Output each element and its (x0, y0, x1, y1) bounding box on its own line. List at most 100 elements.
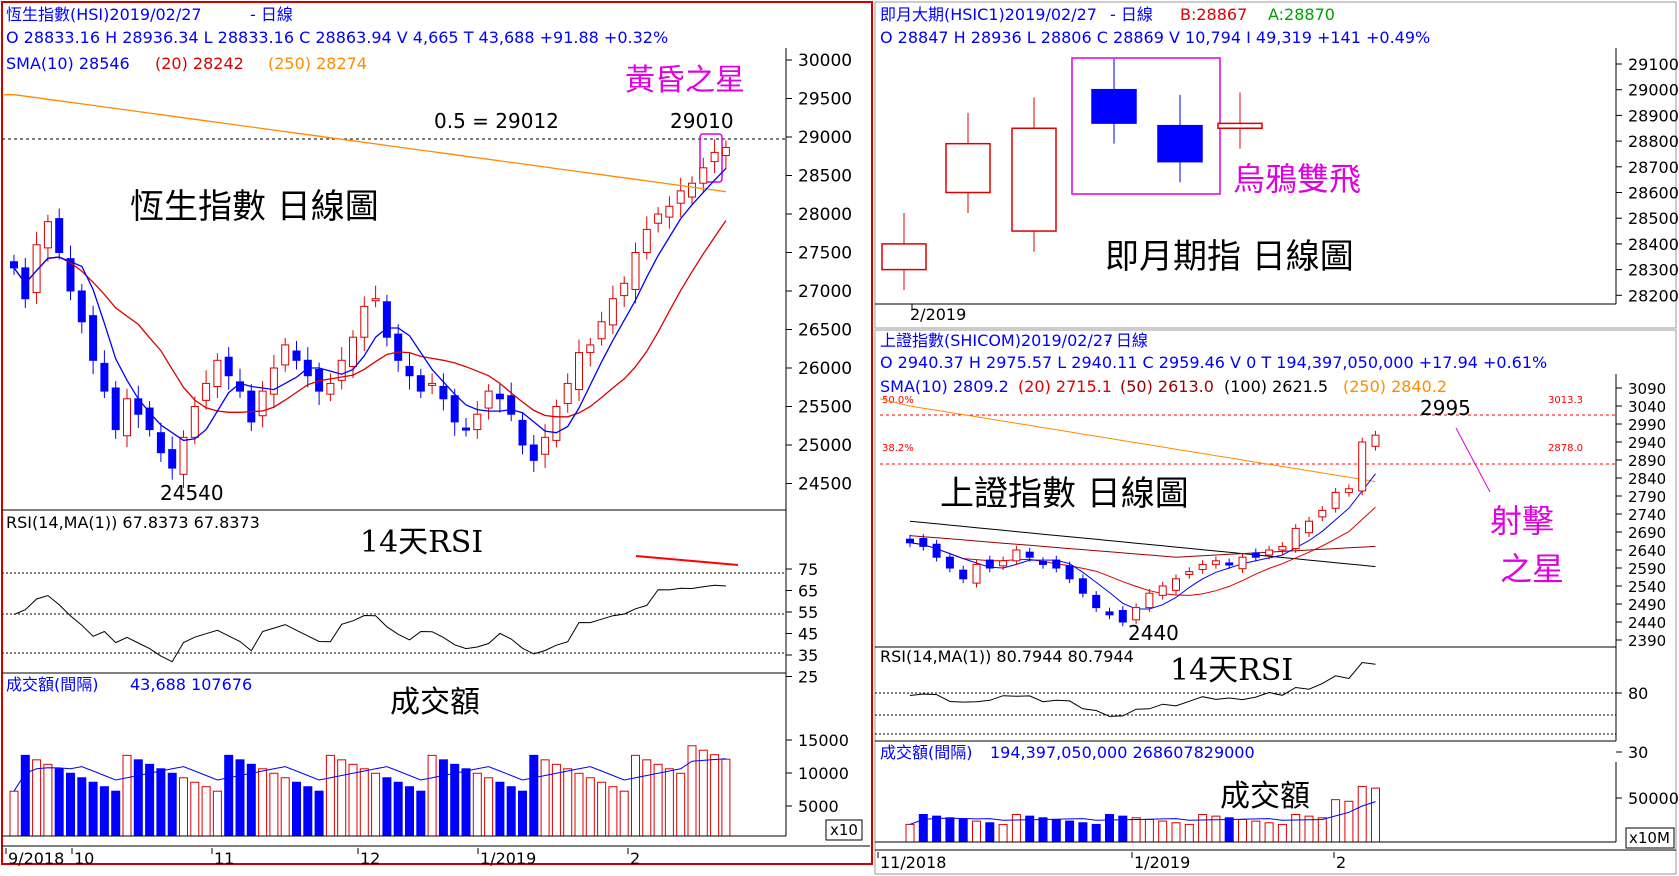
hsi-volume-bar (20, 754, 30, 837)
shcomp-candle-body (1225, 562, 1234, 566)
hsi-date-label: 2 (630, 849, 640, 868)
shcomp-volume-bar (1317, 817, 1327, 843)
hsi-candle-body (179, 436, 188, 475)
hsi-vol-tick-label: 5000 (798, 797, 839, 816)
futures-bid: B:28867 (1180, 5, 1247, 24)
hsi-volume-bar (676, 772, 686, 837)
shcomp-tick-label: 2690 (1628, 524, 1666, 542)
shcomp-rsi-tick-label: 30 (1628, 743, 1648, 762)
shcomp-candle-body (1251, 552, 1260, 558)
shcomp-header-freq: - 日線 (1105, 331, 1148, 350)
hsi-date-label: 9/2018 (8, 849, 64, 868)
shcomp-candle-body (985, 559, 994, 569)
hsi-header-title: 恆生指數(HSI)2019/02/27 (6, 5, 202, 24)
hsi-candle-body (55, 218, 64, 253)
hsi-rsi-title: 14天RSI (360, 525, 483, 560)
futures-price-ticks: 29100 29000 28900 28800 28700 28600 28500 28400… (1616, 55, 1679, 305)
hsi-vol-tick-label: 15000 (798, 731, 849, 750)
hsi-date-label: 1/2019 (480, 849, 536, 868)
hsi-candle-body (326, 382, 335, 395)
shcomp-volume-bar (1184, 823, 1194, 843)
shcomp-candle-body (1105, 611, 1114, 616)
hsi-volume-bar (518, 790, 527, 837)
futures-tick-label: 28800 (1628, 132, 1679, 151)
hsi-candle-body (518, 419, 527, 446)
futures-header-title: 即月大期(HSIC1)2019/02/27 (880, 5, 1097, 24)
futures-tick-label: 28500 (1628, 209, 1679, 228)
hsi-candle-body (654, 213, 663, 224)
shcomp-date-labels: 11/2018 1/2019 2 (877, 852, 1346, 872)
hsi-candle-body (710, 151, 719, 163)
shcomp-candle-body (1238, 556, 1247, 570)
hsi-candle-body (123, 398, 131, 437)
hsi-date-labels: 9/2018 10 11 12 1/2019 2 (5, 848, 640, 868)
futures-ask: A:28870 (1268, 5, 1335, 24)
hsi-volume-bar (653, 763, 663, 837)
futures-date: 2/2019 (910, 305, 966, 324)
shcomp-tick-label: 3090 (1628, 380, 1666, 398)
hsi-candle-body (721, 146, 730, 156)
hsi-candle-body (382, 301, 391, 338)
hsi-price-tick-label: 28500 (798, 167, 852, 187)
hsi-volume-bar (235, 759, 245, 837)
shcomp-sma100: (100) 2621.5 (1224, 377, 1328, 396)
hsi-volume-bar (574, 772, 584, 837)
hsi-volume-bar (608, 786, 618, 837)
hsi-candle-body (439, 385, 448, 400)
shcomp-volume-bar (985, 822, 995, 843)
shcomp-candle-body (1331, 491, 1340, 509)
hsi-candle-body (405, 365, 414, 377)
shcomp-vol-tick-label: 50000 (1628, 789, 1679, 808)
hsi-candle-body (202, 382, 211, 401)
hsi-vol-ma-line (13, 758, 726, 792)
hsi-candle-body (156, 432, 165, 454)
hsi-volume-bar (43, 763, 53, 837)
shcomp-candle-body (1052, 559, 1061, 569)
shcomp-volume-bar (1158, 820, 1168, 843)
shcomp-candle-body (1158, 585, 1167, 596)
shcomp-price-ticks: 3090304029902940289028402790274026902640… (1616, 380, 1666, 650)
shcomp-volume-bar (972, 820, 981, 843)
hsi-volume-bar (597, 781, 607, 837)
hsi-candle-body (360, 305, 369, 338)
hsi-title: 恆生指數 日線圖 (130, 187, 379, 227)
hsi-candle-body (10, 261, 18, 269)
shcomp-date-label: 1/2019 (1134, 853, 1190, 872)
shcomp-fib38-label: 38.2% (882, 443, 914, 454)
hsi-volume-bar (314, 790, 324, 837)
shcomp-volume-bar (1277, 823, 1287, 843)
shcomp-candle-body (1265, 549, 1274, 556)
hsi-volume-bar (303, 786, 313, 837)
shcomp-volume-bar (918, 814, 928, 843)
shcomp-vol-label: 成交額(間隔) (880, 743, 973, 762)
shcomp-rsi-label: RSI(14,MA(1)) 80.7944 80.7944 (880, 647, 1134, 666)
shcomp-candle-body (1012, 549, 1021, 562)
shcomp-volume-bar (958, 818, 968, 843)
shcomp-candle-body (999, 560, 1008, 567)
hsi-candle-body (495, 393, 504, 400)
hsi-candle-body (473, 413, 482, 431)
shcomp-fib50-value: 3013.3 (1548, 395, 1583, 406)
hsi-candle-body (541, 436, 550, 455)
hsi-fib-label: 0.5 = 29012 (434, 109, 559, 133)
futures-tick-label: 28300 (1628, 261, 1679, 280)
shcomp-tick-label: 2490 (1628, 596, 1666, 614)
shcomp-volume-bar (1224, 817, 1234, 843)
hsi-candle-body (292, 350, 301, 361)
hsi-candle-body (89, 315, 98, 361)
shcomp-candle-body (1305, 520, 1313, 534)
hsi-vol-label: 成交額(間隔) (6, 675, 99, 694)
hsi-volume-bar (190, 781, 200, 837)
shcomp-tick-label: 2540 (1628, 578, 1666, 596)
hsi-candle-body (100, 362, 109, 392)
shcomp-title: 上證指數 日線圖 (940, 474, 1189, 514)
hsi-vol-values: 43,688 107676 (130, 675, 252, 694)
shcomp-x10m: x10M (1629, 829, 1670, 847)
hsi-volume-bar (111, 790, 121, 837)
shcomp-candle-body (945, 556, 954, 569)
hsi-rsi-line (13, 584, 726, 663)
hsi-date-label: 11 (214, 849, 234, 868)
shcomp-rsi-title: 14天RSI (1170, 653, 1293, 688)
shcomp-fib38-value: 2878.0 (1548, 443, 1583, 454)
hsi-candle-body (269, 367, 278, 395)
